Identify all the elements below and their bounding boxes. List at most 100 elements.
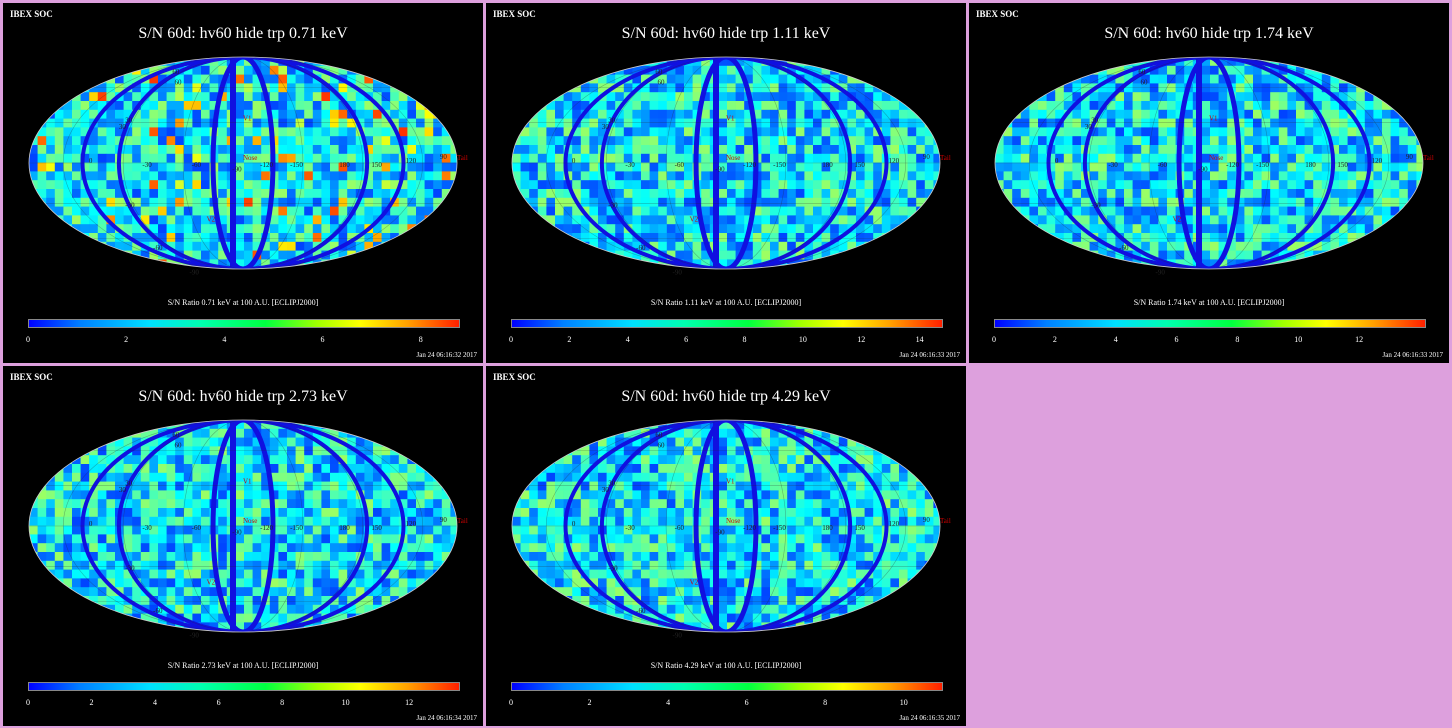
colorbar-title: S/N Ratio 1.74 keV at 100 A.U. [ECLIPJ20…: [1133, 298, 1285, 307]
colorbar-tick-label: 10: [798, 335, 807, 344]
longitude-label: -60: [1158, 161, 1168, 169]
longitude-label: -120: [743, 161, 756, 169]
colorbar-tick-label: 6: [744, 698, 749, 707]
longitude-label: 120: [406, 157, 417, 165]
latitude-label: -90: [190, 268, 200, 276]
colorbar-tick-label: 10: [899, 698, 908, 707]
marker-label: V1: [1209, 115, 1218, 123]
colorbar: [28, 319, 460, 328]
panel-title: S/N 60d: hv60 hide trp 1.74 keV: [1104, 25, 1314, 42]
colorbar-tick-label: 6: [1174, 335, 1179, 344]
longitude-label: -30: [142, 161, 152, 169]
timestamp: Jan 24 06:16:33 2017: [1382, 351, 1443, 359]
sky-map: 60 30 0 -30 -60 -90 -120 -150 180 150 120 90 60 30 -30…: [511, 419, 951, 639]
panel-header: IBEX SOC: [976, 9, 1019, 19]
colorbar-title: S/N Ratio 1.11 keV at 100 A.U. [ECLIPJ20…: [650, 298, 802, 307]
longitude-label: 180: [822, 524, 833, 532]
longitude-label: -150: [290, 524, 303, 532]
colorbar-tick-label: 6: [216, 698, 221, 707]
latitude-label: -30: [608, 202, 618, 210]
longitude-label: -150: [773, 161, 786, 169]
colorbar-tick-label: 0: [26, 698, 30, 707]
colorbar-tick-label: 10: [341, 698, 350, 707]
colorbar-tick-label: 12: [857, 335, 866, 344]
panel-title: S/N 60d: hv60 hide trp 4.29 keV: [621, 388, 831, 405]
longitude-label: 0: [572, 520, 576, 528]
longitude-label: 90: [923, 153, 931, 161]
colorbar-ticks: 0 2 4 6 8 10 12: [992, 335, 1426, 347]
longitude-label: -30: [142, 524, 152, 532]
colorbar-tick-label: 12: [1355, 335, 1364, 344]
latitude-label: -90: [1156, 268, 1166, 276]
sky-map-panel: IBEX SOC S/N 60d: hv60 hide trp 1.74 keV 6…: [969, 3, 1449, 363]
longitude-label: -90: [715, 165, 725, 173]
longitude-label: 150: [371, 161, 382, 169]
marker-label: V2: [207, 578, 216, 586]
colorbar-title: S/N Ratio 2.73 keV at 100 A.U. [ECLIPJ20…: [167, 661, 319, 670]
longitude-label: 90: [440, 153, 448, 161]
longitude-label: 30: [119, 123, 127, 131]
colorbar-tick-label: 12: [405, 698, 414, 707]
latitude-label: 60: [175, 442, 183, 450]
marker-label: Tail: [940, 154, 951, 162]
latitude-label: -30: [125, 202, 135, 210]
longitude-label: 30: [1085, 123, 1093, 131]
marker-label: Tail: [457, 517, 468, 525]
longitude-label: 0: [89, 520, 93, 528]
sky-map: 60 30 0 -30 -60 -90 -120 -150 180 150 120 90 60 30 -30…: [994, 56, 1434, 276]
longitude-label: 150: [854, 161, 865, 169]
longitude-label: 90: [923, 516, 931, 524]
longitude-label: 0: [1055, 157, 1059, 165]
panel-title: S/N 60d: hv60 hide trp 2.73 keV: [138, 388, 348, 405]
colorbar-ticks: 0 2 4 6 8: [26, 335, 460, 347]
marker-label: V1: [726, 478, 735, 486]
sky-map: 60 30 0 -30 -60 -90 -120 -150 180 150 120 90 60 30 -30…: [511, 56, 951, 276]
marker-label: Tail: [940, 517, 951, 525]
colorbar-tick-label: 4: [1113, 335, 1118, 344]
panel-header: IBEX SOC: [493, 372, 536, 382]
panel-header: IBEX SOC: [10, 9, 53, 19]
longitude-label: 150: [854, 524, 865, 532]
marker-label: Nose: [243, 517, 257, 525]
colorbar-tick-label: 4: [153, 698, 158, 707]
longitude-label: 120: [889, 520, 900, 528]
marker-label: V2: [690, 578, 699, 586]
longitude-label: 60: [655, 68, 663, 76]
sky-map-panel: IBEX SOC S/N 60d: hv60 hide trp 2.73 keV 6…: [3, 366, 483, 726]
marker-label: Nose: [243, 154, 257, 162]
longitude-label: -90: [232, 165, 242, 173]
longitude-label: 120: [1372, 157, 1383, 165]
longitude-label: 0: [572, 157, 576, 165]
marker-label: V1: [243, 115, 252, 123]
timestamp: Jan 24 06:16:34 2017: [416, 714, 477, 722]
longitude-label: 30: [602, 486, 610, 494]
colorbar-tick-label: 4: [666, 698, 671, 707]
marker-label: V2: [1173, 215, 1182, 223]
colorbar-tick-label: 6: [684, 335, 689, 344]
longitude-label: -90: [715, 528, 725, 536]
longitude-label: 180: [339, 524, 350, 532]
latitude-label: 60: [658, 442, 666, 450]
latitude-label: -60: [636, 244, 646, 252]
longitude-label: 60: [172, 68, 180, 76]
longitude-label: 120: [889, 157, 900, 165]
longitude-label: -30: [1108, 161, 1118, 169]
colorbar: [28, 682, 460, 691]
marker-label: V2: [690, 215, 699, 223]
latitude-label: 30: [608, 480, 616, 488]
longitude-label: -30: [625, 161, 635, 169]
longitude-label: 60: [1138, 68, 1146, 76]
latitude-label: 60: [658, 79, 666, 87]
colorbar: [511, 682, 943, 691]
colorbar: [994, 319, 1426, 328]
panel-header: IBEX SOC: [10, 372, 53, 382]
sky-map-panel: IBEX SOC S/N 60d: hv60 hide trp 1.11 keV 6…: [486, 3, 966, 363]
latitude-label: -60: [1119, 244, 1129, 252]
colorbar-tick-label: 0: [509, 698, 513, 707]
longitude-label: -150: [290, 161, 303, 169]
latitude-label: 60: [175, 79, 183, 87]
longitude-label: 150: [371, 524, 382, 532]
longitude-label: 60: [655, 431, 663, 439]
longitude-label: -120: [260, 161, 273, 169]
longitude-label: -150: [773, 524, 786, 532]
